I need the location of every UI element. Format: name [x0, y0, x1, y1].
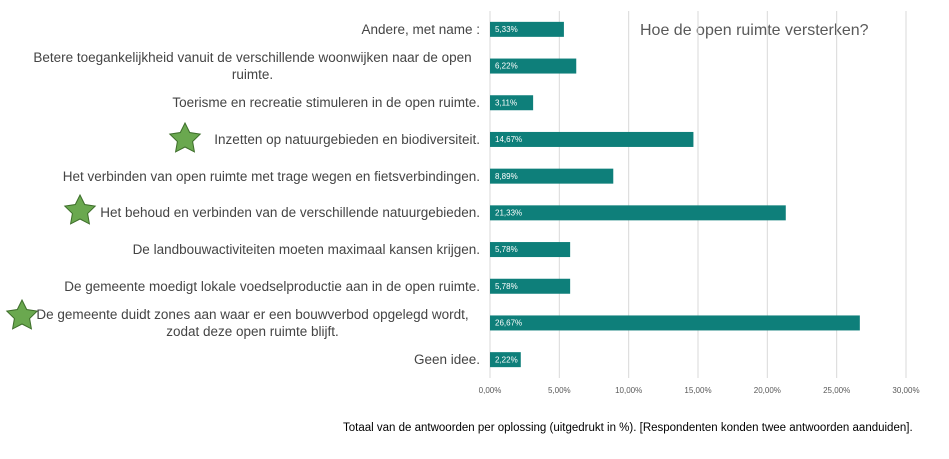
star	[63, 193, 97, 225]
category-label-box: Toerisme en recreatie stimuleren in de o…	[20, 85, 480, 121]
bar	[490, 21, 564, 37]
caption: Totaal van de antwoorden per oplossing (…	[343, 422, 913, 434]
y-tick-label: Toerisme en recreatie stimuleren in de o…	[172, 95, 480, 111]
chart-title: Hoe de open ruimte versterken?	[640, 22, 869, 39]
y-tick-label: Andere, met name :	[361, 21, 480, 37]
x-tick-label: 15,00%	[684, 386, 711, 395]
x-tick-label: 5,00%	[548, 386, 571, 395]
bar	[490, 242, 571, 258]
value-label: 5,78%	[495, 245, 518, 254]
bar	[490, 205, 786, 221]
category-label-box: Andere, met name :	[20, 11, 480, 47]
star	[168, 121, 202, 153]
bar	[490, 58, 577, 74]
x-tick-label: 20,00%	[754, 386, 781, 395]
y-tick-label: De gemeente duidt zones aan waar er een …	[36, 306, 469, 339]
value-label: 2,22%	[495, 355, 518, 364]
category-label-box: Het behoud en verbinden van de verschill…	[20, 195, 480, 231]
bar	[490, 315, 860, 331]
value-label: 8,89%	[495, 172, 518, 181]
category-label-box: De landbouwactiviteiten moeten maximaal …	[20, 232, 480, 268]
y-tick-label: De landbouwactiviteiten moeten maximaal …	[132, 242, 480, 258]
bar	[490, 352, 521, 368]
category-label-box: De gemeente moedigt lokale voedselproduc…	[20, 268, 480, 304]
y-tick-label: Inzetten op natuurgebieden en biodiversi…	[214, 131, 480, 147]
category-label-box: De gemeente duidt zones aan waar er een …	[20, 305, 480, 341]
value-label: 6,22%	[495, 62, 518, 71]
y-tick-label: Het verbinden van open ruimte met trage …	[62, 168, 480, 184]
value-label: 5,78%	[495, 282, 518, 291]
bar	[490, 131, 694, 147]
bar	[490, 168, 614, 184]
category-label-box: Het verbinden van open ruimte met trage …	[20, 158, 480, 194]
category-label-box: Betere toegankelijkheid vanuit de versch…	[20, 48, 480, 84]
x-tick-label: 10,00%	[615, 386, 642, 395]
y-tick-label: Betere toegankelijkheid vanuit de versch…	[33, 50, 472, 83]
category-label-box: Geen idee.	[20, 342, 480, 378]
y-tick-label: De gemeente moedigt lokale voedselproduc…	[64, 278, 480, 294]
x-tick-label: 25,00%	[823, 386, 850, 395]
stars	[5, 121, 202, 330]
star	[5, 298, 39, 330]
category-label-box: Inzetten op natuurgebieden en biodiversi…	[20, 121, 480, 157]
value-label: 3,11%	[495, 98, 517, 107]
value-label: 21,33%	[495, 208, 522, 217]
value-label: 26,67%	[495, 319, 522, 328]
bar	[490, 95, 534, 111]
bar	[490, 278, 571, 294]
x-tick-label: 0,00%	[479, 386, 502, 395]
value-label: 14,67%	[495, 135, 522, 144]
y-tick-label: Geen idee.	[413, 352, 480, 368]
x-tick-label: 30,00%	[892, 386, 919, 395]
value-label: 5,33%	[495, 25, 518, 34]
y-tick-label: Het behoud en verbinden van de verschill…	[100, 205, 480, 221]
